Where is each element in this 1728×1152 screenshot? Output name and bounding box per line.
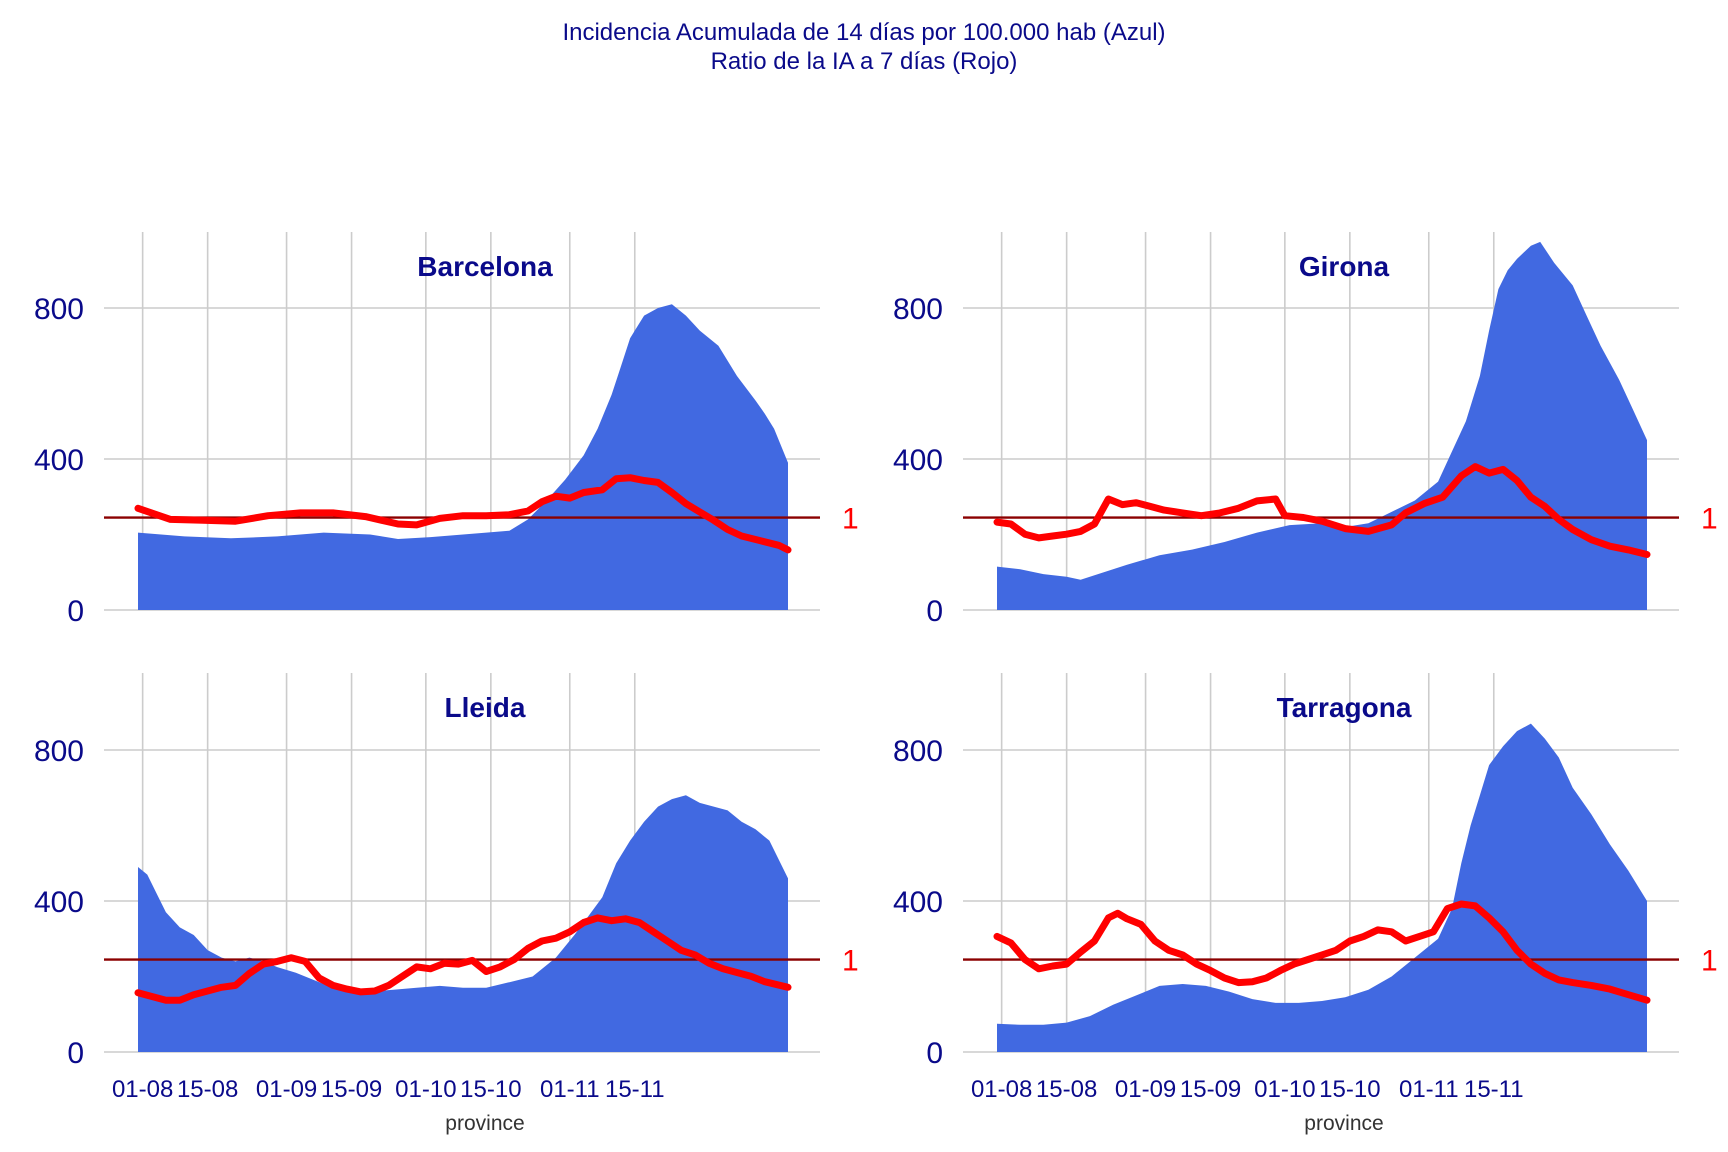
ratio-line	[134, 914, 792, 1004]
x-tick-label: 15-08	[177, 1076, 238, 1103]
panel-girona: 0 400 800 1 Girona	[893, 232, 1718, 628]
y-tick-label: 800	[893, 735, 943, 768]
ratio-reference-label: 1	[842, 945, 859, 978]
y-tick-label: 0	[67, 595, 84, 628]
y-tick-label: 0	[926, 1037, 943, 1070]
incidence-area	[997, 241, 1647, 610]
chart-title-line-1: Incidencia Acumulada de 14 días por 100.…	[562, 19, 1166, 46]
y-tick-label: 400	[893, 886, 943, 919]
ratio-reference-label: 1	[1701, 945, 1718, 978]
y-tick-label: 400	[893, 444, 943, 477]
y-tick-label: 400	[34, 886, 84, 919]
ratio-reference-label: 1	[1701, 503, 1718, 536]
x-tick-label: 01-08	[112, 1076, 173, 1103]
panel-title: Girona	[1299, 251, 1390, 282]
chart-title: Incidencia Acumulada de 14 días por 100.…	[0, 18, 1728, 76]
ratio-reference-label: 1	[842, 503, 859, 536]
y-tick-label: 400	[34, 444, 84, 477]
x-tick-label: 15-11	[1464, 1076, 1524, 1103]
x-tick-label: 15-10	[1319, 1076, 1380, 1103]
x-tick-label: 01-09	[256, 1076, 317, 1103]
incidence-area	[138, 304, 788, 610]
x-tick-label: 01-11	[1399, 1076, 1459, 1103]
x-tick-label: 15-09	[1180, 1076, 1241, 1103]
y-tick-label: 0	[926, 595, 943, 628]
panel-barcelona: 0 400 800 1 Barcelona	[34, 232, 859, 628]
panel-title: Lleida	[445, 692, 526, 723]
y-tick-label: 800	[893, 293, 943, 326]
ratio-line	[993, 900, 1651, 1004]
x-tick-label: 15-11	[605, 1076, 665, 1103]
ratio-line	[134, 474, 792, 554]
x-tick-label: 01-10	[395, 1076, 456, 1103]
ratio-line	[993, 463, 1651, 558]
chart-title-line-2: Ratio de la IA a 7 días (Rojo)	[710, 48, 1018, 75]
incidence-area	[138, 795, 788, 1052]
incidence-area	[997, 723, 1647, 1052]
y-tick-label: 800	[34, 293, 84, 326]
panel-tarragona: 0 400 800 1 Tarragona 01-08 15-08 01-09 15-09 01-…	[893, 673, 1718, 1135]
x-tick-label: 01-10	[1254, 1076, 1315, 1103]
x-axis-label: province	[445, 1112, 524, 1135]
panel-title: Barcelona	[417, 251, 553, 282]
x-axis-label: province	[1304, 1112, 1383, 1135]
y-tick-label: 0	[67, 1037, 84, 1070]
x-tick-label: 01-11	[540, 1076, 600, 1103]
x-tick-label: 15-10	[460, 1076, 521, 1103]
x-tick-label: 15-09	[321, 1076, 382, 1103]
x-tick-label: 01-09	[1115, 1076, 1176, 1103]
y-tick-label: 800	[34, 735, 84, 768]
x-tick-label: 01-08	[971, 1076, 1032, 1103]
panel-title: Tarragona	[1277, 692, 1412, 723]
x-tick-label: 15-08	[1036, 1076, 1097, 1103]
